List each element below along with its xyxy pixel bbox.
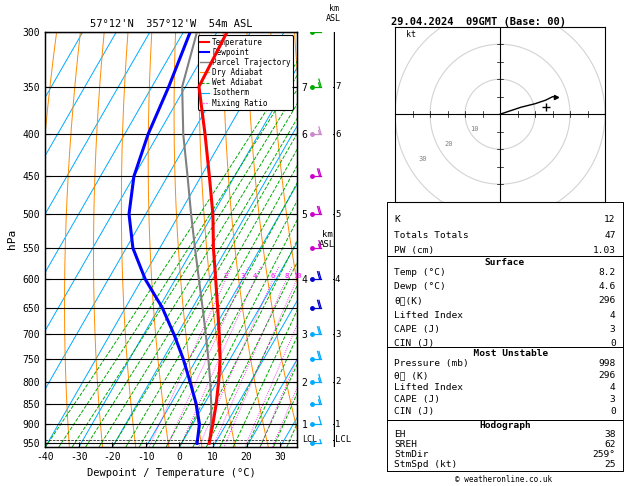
Text: 4: 4 bbox=[610, 311, 616, 320]
Legend: Temperature, Dewpoint, Parcel Trajectory, Dry Adiabat, Wet Adiabat, Isotherm, Mi: Temperature, Dewpoint, Parcel Trajectory… bbox=[198, 35, 293, 110]
Text: PW (cm): PW (cm) bbox=[394, 246, 434, 255]
Text: 8.2: 8.2 bbox=[598, 268, 616, 277]
Text: K: K bbox=[394, 215, 399, 224]
Text: 0: 0 bbox=[610, 406, 616, 416]
Text: CAPE (J): CAPE (J) bbox=[394, 325, 440, 334]
Text: 0: 0 bbox=[610, 339, 616, 348]
Text: LCL: LCL bbox=[302, 435, 317, 444]
Text: CIN (J): CIN (J) bbox=[394, 406, 434, 416]
Text: 10: 10 bbox=[470, 126, 479, 132]
Text: Pressure (mb): Pressure (mb) bbox=[394, 359, 469, 368]
Text: 3: 3 bbox=[240, 273, 245, 279]
Title: 57°12'N  357°12'W  54m ASL: 57°12'N 357°12'W 54m ASL bbox=[90, 19, 252, 30]
Text: 62: 62 bbox=[604, 440, 616, 449]
Text: © weatheronline.co.uk: © weatheronline.co.uk bbox=[455, 474, 552, 484]
Text: CIN (J): CIN (J) bbox=[394, 339, 434, 348]
Text: 8: 8 bbox=[284, 273, 289, 279]
Text: 1.03: 1.03 bbox=[593, 246, 616, 255]
Text: LCL: LCL bbox=[335, 435, 351, 444]
Text: 12: 12 bbox=[604, 215, 616, 224]
Text: 29.04.2024  09GMT (Base: 00): 29.04.2024 09GMT (Base: 00) bbox=[391, 17, 565, 27]
Text: kt: kt bbox=[406, 30, 416, 39]
Text: StmSpd (kt): StmSpd (kt) bbox=[394, 460, 457, 469]
Text: 2: 2 bbox=[224, 273, 228, 279]
Y-axis label: hPa: hPa bbox=[8, 229, 17, 249]
Text: 47: 47 bbox=[604, 231, 616, 240]
Text: 5: 5 bbox=[335, 209, 340, 219]
Text: Hodograph: Hodograph bbox=[479, 420, 531, 430]
Text: 998: 998 bbox=[598, 359, 616, 368]
Text: 20: 20 bbox=[444, 141, 453, 147]
Text: 1: 1 bbox=[335, 419, 340, 429]
Y-axis label: km
ASL: km ASL bbox=[319, 230, 335, 249]
Text: 7: 7 bbox=[335, 82, 340, 91]
Text: 38: 38 bbox=[604, 430, 616, 439]
Text: 296: 296 bbox=[598, 296, 616, 305]
Text: 4: 4 bbox=[253, 273, 257, 279]
Text: Dewp (°C): Dewp (°C) bbox=[394, 282, 446, 291]
Text: 25: 25 bbox=[604, 460, 616, 469]
Text: 3: 3 bbox=[335, 330, 340, 339]
Text: 296: 296 bbox=[598, 371, 616, 380]
Text: Most Unstable: Most Unstable bbox=[462, 349, 548, 358]
Text: 10: 10 bbox=[292, 273, 301, 279]
Text: 259°: 259° bbox=[593, 450, 616, 459]
Text: θᴄ (K): θᴄ (K) bbox=[394, 371, 428, 380]
Text: 2: 2 bbox=[335, 378, 340, 386]
Text: EH: EH bbox=[394, 430, 406, 439]
Text: Surface: Surface bbox=[485, 259, 525, 267]
Text: 6: 6 bbox=[271, 273, 276, 279]
Text: SREH: SREH bbox=[394, 440, 417, 449]
X-axis label: Dewpoint / Temperature (°C): Dewpoint / Temperature (°C) bbox=[87, 468, 255, 478]
Text: 3: 3 bbox=[610, 325, 616, 334]
Text: 6: 6 bbox=[335, 130, 340, 139]
Text: 4.6: 4.6 bbox=[598, 282, 616, 291]
Text: 4: 4 bbox=[335, 275, 340, 284]
Text: km
ASL: km ASL bbox=[326, 4, 341, 23]
Text: θᴄ(K): θᴄ(K) bbox=[394, 296, 423, 305]
Text: Lifted Index: Lifted Index bbox=[394, 311, 463, 320]
Text: Temp (°C): Temp (°C) bbox=[394, 268, 446, 277]
Text: 4: 4 bbox=[610, 383, 616, 392]
Text: Lifted Index: Lifted Index bbox=[394, 383, 463, 392]
Text: 3: 3 bbox=[610, 395, 616, 404]
Text: StmDir: StmDir bbox=[394, 450, 428, 459]
Text: Totals Totals: Totals Totals bbox=[394, 231, 469, 240]
Text: 30: 30 bbox=[418, 156, 427, 162]
Text: CAPE (J): CAPE (J) bbox=[394, 395, 440, 404]
